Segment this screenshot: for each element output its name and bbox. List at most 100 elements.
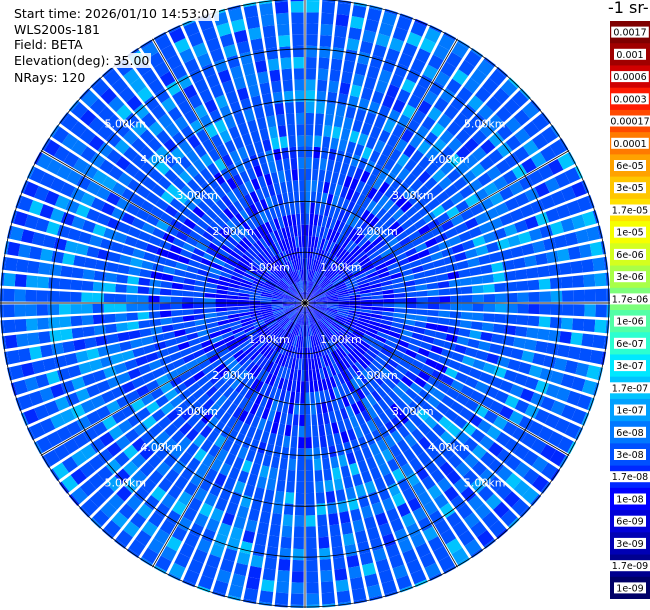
range-gate-cell <box>524 376 539 391</box>
range-gate-cell <box>424 460 438 475</box>
range-gate-cell <box>245 519 258 533</box>
range-gate-cell <box>472 303 484 312</box>
range-gate-cell <box>378 105 391 119</box>
range-gate-cell <box>495 431 511 447</box>
range-gate-cell <box>326 434 335 447</box>
range-gate-cell <box>470 275 483 285</box>
range-gate-cell <box>234 432 246 446</box>
range-gate-cell <box>320 318 329 328</box>
range-gate-cell <box>308 299 316 302</box>
range-gate-cell <box>207 176 219 190</box>
range-gate-cell <box>336 313 348 319</box>
range-gate-cell <box>325 291 337 296</box>
range-gate-cell <box>436 212 450 225</box>
range-gate-cell <box>230 378 242 390</box>
range-gate-cell <box>315 298 328 302</box>
range-gate-cell <box>332 321 343 330</box>
range-gate-cell <box>44 400 60 416</box>
range-gate-cell <box>184 109 198 125</box>
range-gate-cell <box>496 66 508 78</box>
range-gate-cell <box>341 395 350 408</box>
range-gate-cell <box>271 297 283 301</box>
range-gate-cell <box>372 374 384 386</box>
range-gate-cell <box>271 325 282 335</box>
range-gate-cell <box>299 414 305 427</box>
range-gate-cell <box>116 104 132 121</box>
range-gate-cell <box>316 90 327 103</box>
range-gate-cell <box>121 245 135 256</box>
range-gate-cell <box>148 511 164 528</box>
range-gate-cell <box>450 295 462 303</box>
range-gate-cell <box>376 153 389 168</box>
range-gate-cell <box>70 291 82 302</box>
range-gate-cell <box>166 251 180 261</box>
range-gate-cell <box>553 357 568 372</box>
range-gate-cell <box>347 366 358 378</box>
range-gate-cell <box>242 62 256 76</box>
range-gate-cell <box>86 348 100 360</box>
range-gate-cell <box>297 448 305 460</box>
range-gate-cell <box>433 545 450 562</box>
range-gate-cell <box>31 360 46 375</box>
range-gate-cell <box>392 468 405 482</box>
range-gate-cell <box>160 402 175 415</box>
range-gate-cell <box>121 188 136 202</box>
range-gate-cell <box>341 327 352 336</box>
range-gate-cell <box>71 376 86 391</box>
range-gate-cell <box>556 248 570 262</box>
range-gate-cell <box>494 282 506 293</box>
range-gate-cell <box>35 373 50 389</box>
range-gate-cell <box>453 177 468 191</box>
range-gate-cell <box>360 309 372 314</box>
range-gate-cell <box>171 316 184 324</box>
range-gate-cell <box>496 124 513 141</box>
range-gate-cell <box>459 407 474 421</box>
range-gate-cell <box>269 231 278 244</box>
range-gate-cell <box>306 526 317 538</box>
range-gate-cell <box>350 16 365 30</box>
range-gate-cell <box>118 419 133 434</box>
range-gate-cell <box>287 333 293 345</box>
range-gate-cell <box>386 262 399 271</box>
range-gate-cell <box>378 425 390 439</box>
range-gate-cell <box>141 222 156 235</box>
range-gate-cell <box>309 312 316 324</box>
range-gate-cell <box>309 324 314 336</box>
range-gate-cell <box>415 48 431 64</box>
range-gate-cell <box>200 411 213 425</box>
range-gate-cell <box>489 376 503 389</box>
range-gate-cell <box>544 177 560 193</box>
range-gate-cell <box>277 266 286 277</box>
colorbar-label-bg <box>614 271 646 283</box>
range-gate-cell <box>389 444 402 458</box>
range-gate-cell <box>198 334 211 343</box>
range-gate-cell <box>306 515 316 527</box>
range-gate-cell <box>40 344 54 358</box>
range-gate-cell <box>261 265 272 275</box>
range-gate-cell <box>300 313 304 326</box>
range-gate-cell <box>327 326 337 337</box>
range-gate-cell <box>29 422 46 439</box>
range-gate-cell <box>500 509 518 527</box>
range-gate-cell <box>50 413 66 429</box>
range-gate-cell <box>213 579 229 595</box>
colorbar-tick-label: 6e-08 <box>616 428 643 439</box>
range-gate-cell <box>283 305 295 309</box>
range-gate-cell <box>58 304 71 315</box>
colorbar-label-bg <box>611 137 649 149</box>
range-gate-cell <box>321 331 330 342</box>
range-gate-cell <box>506 292 518 303</box>
range-gate-cell <box>489 520 506 537</box>
range-gate-cell <box>350 245 361 256</box>
range-gate-cell <box>488 441 504 457</box>
range-gate-cell <box>307 293 312 300</box>
range-gate-cell <box>193 419 206 433</box>
range-gate-cell <box>348 261 360 270</box>
range-gate-cell <box>92 292 104 303</box>
range-gate-cell <box>229 279 242 286</box>
range-gate-cell <box>462 469 479 486</box>
range-gate-cell <box>397 258 410 267</box>
range-gate-cell <box>416 408 430 422</box>
range-gate-cell <box>297 281 302 293</box>
range-gate-cell <box>341 71 353 84</box>
